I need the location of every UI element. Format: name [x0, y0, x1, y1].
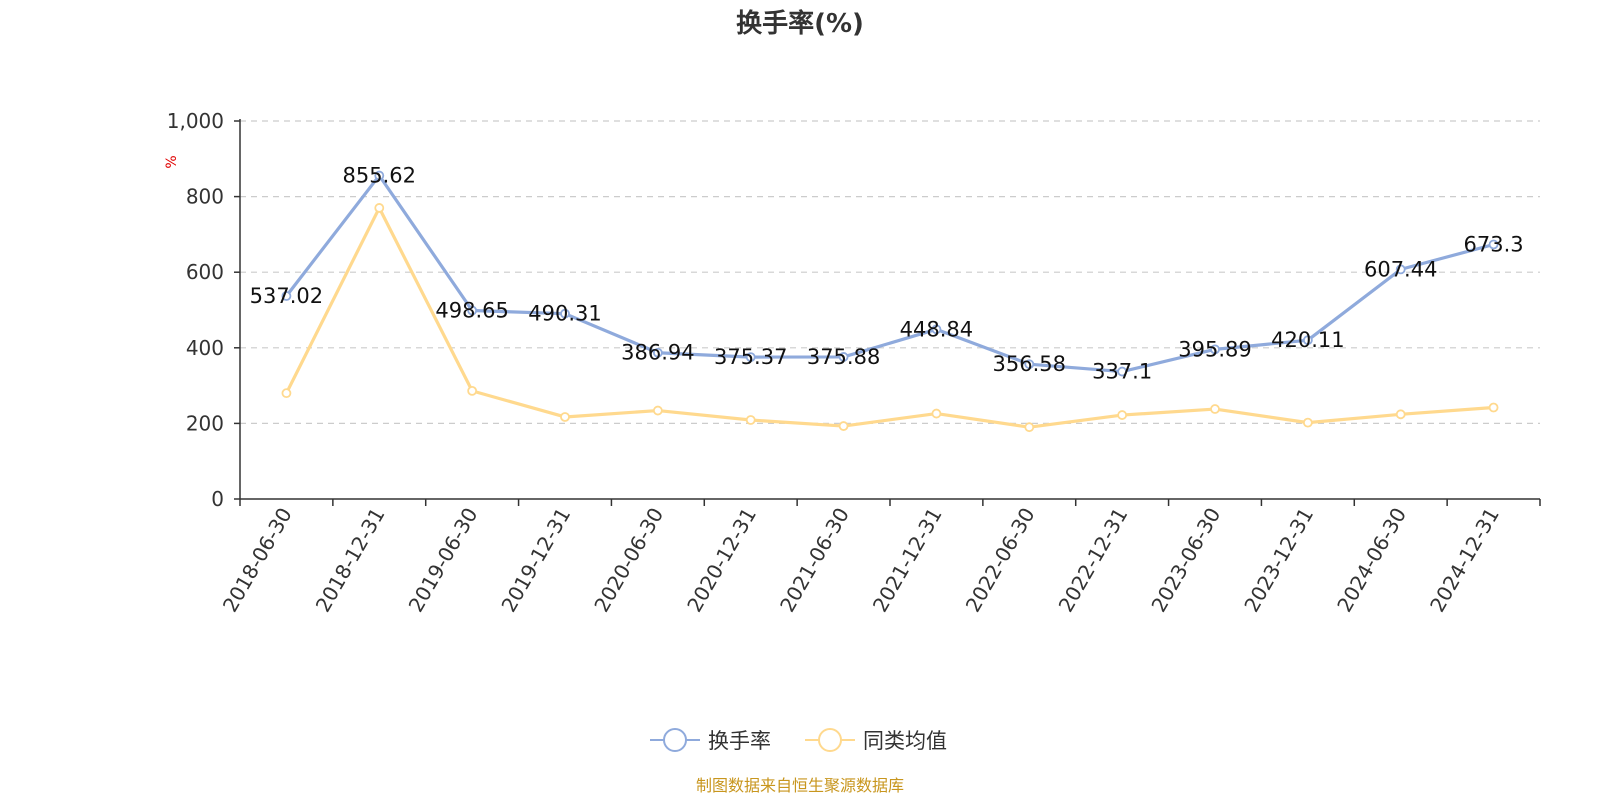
grid-lines — [240, 120, 1540, 424]
x-tick-label: 2018-06-30 — [218, 504, 297, 617]
data-point — [838, 352, 849, 362]
chart-title: 换手率(%) — [736, 8, 864, 39]
series-1 — [281, 170, 1499, 377]
data-point — [1302, 335, 1313, 346]
data-point — [1395, 264, 1406, 275]
x-tick-label: 2019-06-30 — [404, 503, 483, 616]
x-tick-label: 2022-12-31 — [1054, 504, 1133, 617]
data-point — [281, 291, 292, 301]
data-point — [652, 405, 663, 416]
x-tick-label: 2021-06-30 — [775, 504, 854, 617]
data-point — [1488, 402, 1499, 413]
data-point — [1117, 410, 1128, 420]
x-tick-label: 2021-12-31 — [868, 504, 947, 617]
data-point — [1210, 344, 1220, 355]
data-label: 375.37 — [714, 345, 787, 369]
data-label: 673.3 — [1464, 232, 1524, 256]
data-label: 448.84 — [900, 317, 973, 341]
x-tick-label: 2020-06-30 — [589, 504, 668, 617]
x-tick-label: 2023-12-31 — [1239, 504, 1318, 617]
data-point — [1024, 359, 1035, 370]
data-point — [1210, 404, 1220, 414]
data-point — [931, 408, 942, 419]
y-axis-unit: % — [164, 155, 180, 168]
data-point — [1395, 409, 1406, 420]
y-tick-label: 0 — [211, 487, 224, 511]
data-label: 337.1 — [1092, 360, 1152, 384]
legend[interactable]: 换手率 同类均值 — [650, 728, 947, 753]
data-point — [281, 388, 292, 399]
data-label: 607.44 — [1364, 257, 1437, 281]
data-label: 395.89 — [1178, 337, 1251, 361]
x-tick-label: 2024-12-31 — [1425, 504, 1504, 617]
legend-marker — [818, 728, 842, 752]
data-label: 855.62 — [343, 164, 416, 188]
data-labels: 537.02 855.62 498.65 490.31 386.94 375.37 375.… — [250, 164, 1524, 384]
data-point — [374, 203, 385, 213]
legend-label: 换手率 — [708, 729, 771, 753]
data-label: 498.65 — [435, 299, 508, 323]
source-note: 制图数据来自恒生聚源数据库 — [696, 776, 904, 795]
y-tick-label: 800 — [186, 185, 224, 209]
data-point — [560, 308, 570, 319]
data-point — [745, 352, 756, 363]
data-point — [838, 421, 849, 431]
data-point — [745, 415, 756, 425]
legend-item-2[interactable]: 同类均值 — [805, 728, 947, 753]
series-lines — [281, 170, 1499, 433]
x-tick-label: 2019-12-31 — [496, 504, 575, 617]
x-tick-label: 2023-06-30 — [1146, 504, 1225, 617]
legend-marker — [663, 728, 687, 752]
data-label: 490.31 — [528, 302, 601, 326]
data-point — [1024, 422, 1035, 433]
legend-item-1[interactable]: 换手率 — [650, 728, 771, 753]
data-point — [1488, 239, 1499, 250]
y-tick-label: 600 — [186, 260, 224, 284]
y-tick-label: 200 — [186, 411, 224, 435]
data-label: 375.88 — [807, 345, 880, 369]
data-point — [467, 385, 478, 396]
legend-label: 同类均值 — [863, 729, 947, 753]
data-point — [374, 170, 385, 181]
data-point — [560, 412, 570, 422]
data-label: 420.11 — [1271, 328, 1344, 352]
x-tick-label: 2022-06-30 — [961, 504, 1040, 617]
x-tick-label: 2020-12-31 — [682, 504, 761, 617]
data-point — [467, 305, 478, 316]
y-tick-label: 400 — [186, 336, 224, 360]
data-label: 386.94 — [621, 341, 694, 365]
y-tick-label: 1,000 — [167, 109, 224, 133]
data-point — [1302, 417, 1313, 428]
series-2 — [281, 203, 1499, 433]
x-tick-label: 2018-12-31 — [311, 504, 390, 617]
series-line — [285, 173, 1494, 374]
data-point — [931, 324, 942, 335]
data-point — [1117, 366, 1128, 377]
data-label: 356.58 — [993, 352, 1066, 376]
series-line — [284, 206, 1494, 429]
x-tick-label: 2024-06-30 — [1332, 504, 1411, 617]
data-point — [652, 347, 663, 358]
data-label: 537.02 — [250, 284, 323, 308]
